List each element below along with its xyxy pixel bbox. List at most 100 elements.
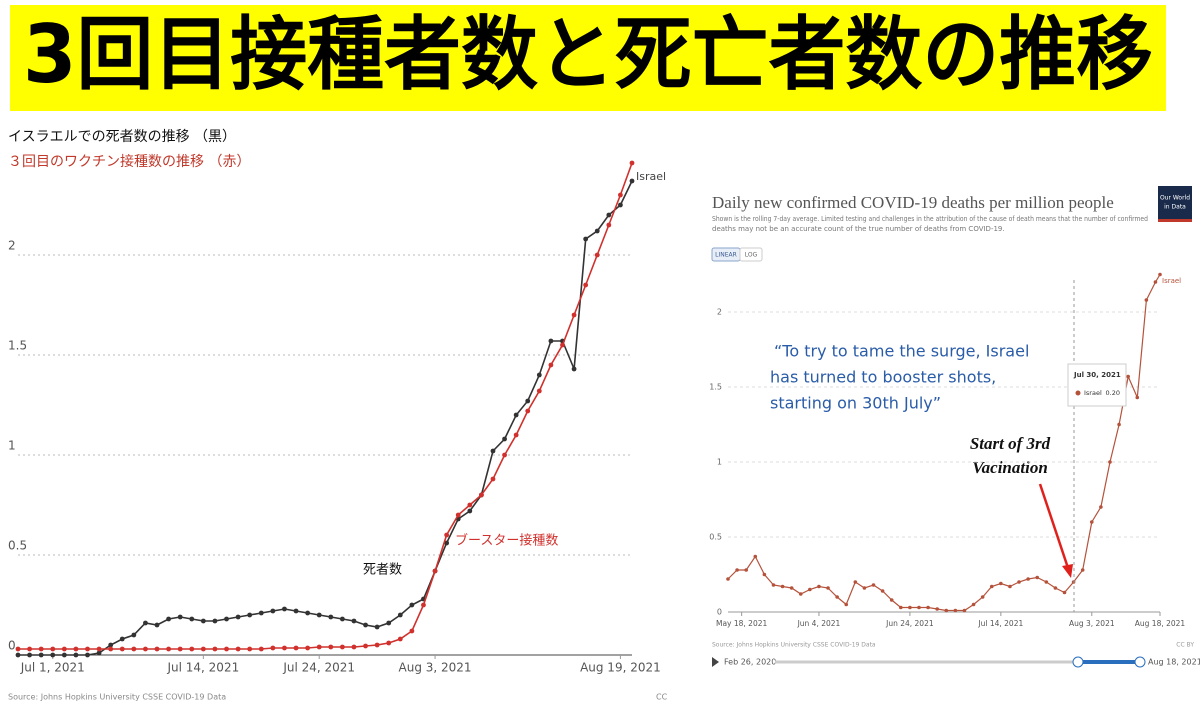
line-label: Israel — [1162, 277, 1181, 285]
data-point — [606, 222, 612, 228]
x-tick-label: Aug 19, 2021 — [580, 661, 661, 675]
x-tick-label: Jul 14, 2021 — [977, 619, 1023, 628]
data-point — [108, 642, 114, 648]
data-point — [15, 646, 21, 652]
data-point — [629, 178, 635, 184]
data-point — [386, 620, 392, 626]
data-point — [189, 646, 195, 652]
data-point — [467, 508, 473, 514]
data-point — [583, 282, 589, 288]
data-point — [38, 652, 44, 658]
logo-text: in Data — [1164, 204, 1186, 211]
data-point — [212, 646, 218, 652]
data-point — [735, 568, 739, 572]
data-point — [560, 342, 565, 348]
data-point — [363, 622, 368, 628]
chart-subtitle: deaths may not be an accurate count of t… — [712, 225, 1005, 233]
quote: starting on 30th July” — [770, 394, 941, 413]
data-point — [131, 632, 137, 638]
data-point — [926, 605, 930, 610]
scale-button-label[interactable]: LOG — [745, 252, 758, 259]
data-point — [513, 412, 519, 418]
data-point — [397, 636, 403, 642]
y-tick-label: 1.5 — [709, 383, 722, 392]
data-point — [258, 610, 264, 616]
data-point — [780, 584, 785, 589]
chart-subtitle: Shown is the rolling 7-day average. Limi… — [712, 215, 1148, 223]
scale-button[interactable] — [739, 247, 763, 262]
data-point — [548, 338, 554, 344]
x-tick-label: Jun 4, 2021 — [797, 619, 841, 628]
data-point — [1080, 568, 1085, 572]
timeline-handle[interactable] — [1134, 656, 1146, 668]
data-point — [386, 640, 392, 646]
y-tick-label: 1.5 — [8, 339, 27, 353]
data-point — [744, 568, 748, 572]
y-tick-label: 0 — [717, 608, 722, 617]
data-point — [536, 372, 542, 378]
data-point — [606, 212, 612, 218]
data-point — [583, 236, 589, 242]
data-point — [808, 587, 812, 592]
timeline-handle[interactable] — [1072, 656, 1084, 668]
scale-button-label[interactable]: LINEAR — [715, 252, 737, 259]
data-point — [455, 512, 461, 518]
data-point — [73, 646, 79, 652]
timeline-end: Aug 18, 2021 — [1148, 658, 1200, 667]
data-point — [467, 502, 473, 508]
data-point — [189, 616, 195, 622]
data-point — [771, 583, 776, 587]
data-point — [374, 642, 380, 648]
data-point — [1062, 590, 1067, 595]
data-point — [798, 592, 803, 596]
data-point — [143, 620, 148, 626]
data-point — [270, 608, 276, 614]
data-point — [96, 650, 102, 656]
x-tick-label: Jul 24, 2021 — [282, 661, 355, 675]
data-point — [351, 644, 357, 650]
tooltip — [1067, 363, 1127, 407]
data-point — [502, 436, 507, 442]
logo-strip — [1158, 219, 1192, 222]
tooltip-series: Israel — [1084, 389, 1102, 397]
y-tick-label: 1 — [8, 439, 16, 453]
data-point — [762, 572, 767, 577]
arrow — [1038, 483, 1070, 569]
data-point — [989, 584, 994, 589]
title-banner — [10, 5, 1166, 111]
data-point — [971, 602, 976, 607]
play-button[interactable] — [712, 657, 719, 667]
data-point — [536, 388, 542, 394]
data-point — [224, 616, 229, 622]
data-point — [1099, 505, 1103, 509]
data-point — [629, 160, 635, 166]
data-point — [871, 583, 876, 587]
data-point — [835, 595, 839, 599]
data-point — [200, 646, 206, 652]
series-label: 死者数 — [363, 563, 402, 578]
data-point — [96, 646, 102, 652]
x-tick-label: Jul 1, 2021 — [20, 661, 85, 675]
data-point — [1117, 422, 1121, 427]
series-line — [18, 180, 633, 656]
data-point — [1144, 298, 1149, 302]
data-point — [363, 643, 368, 649]
data-point — [478, 492, 484, 498]
data-point — [789, 586, 794, 590]
data-point — [899, 605, 903, 610]
data-point — [247, 612, 253, 618]
data-point — [119, 636, 125, 642]
data-point — [27, 646, 32, 652]
data-point — [409, 628, 415, 634]
data-point — [154, 622, 160, 628]
data-point — [143, 646, 148, 652]
data-point — [935, 607, 939, 611]
data-point — [154, 646, 160, 652]
data-point — [844, 602, 849, 607]
data-point — [880, 589, 885, 593]
data-point — [328, 614, 334, 620]
data-point — [224, 646, 229, 652]
data-point — [826, 586, 830, 590]
